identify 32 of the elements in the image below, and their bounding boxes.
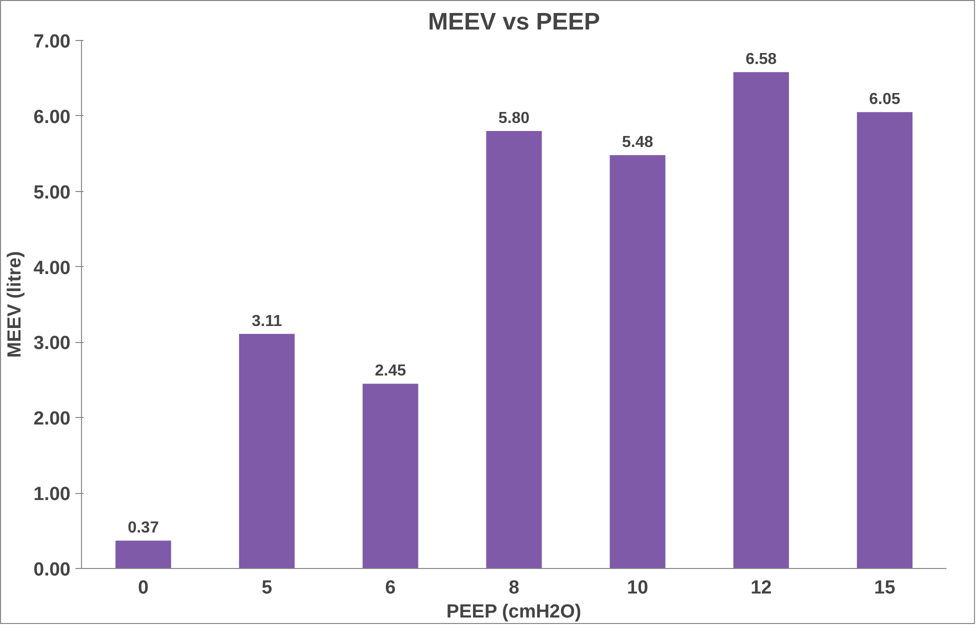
data-label: 5.48	[622, 134, 654, 152]
y-tick-label: 4.00	[34, 258, 71, 279]
x-tick-label: 5	[262, 578, 273, 598]
y-axis-title: MEEV (litre)	[4, 251, 26, 358]
bar	[733, 72, 789, 568]
bar	[239, 334, 295, 568]
data-label: 3.11	[252, 312, 282, 330]
y-tick-label: 3.00	[34, 333, 71, 354]
x-tick-label: 12	[750, 578, 772, 598]
x-tick-label: 6	[385, 578, 396, 598]
data-label: 5.80	[498, 110, 530, 128]
bar	[486, 131, 542, 568]
x-tick-label: 8	[508, 578, 520, 598]
data-label: 6.05	[869, 91, 900, 108]
chart-title: MEEV vs PEEP	[428, 8, 600, 36]
bar	[115, 540, 172, 568]
y-tick-label: 7.00	[34, 32, 71, 52]
y-tick-label: 5.00	[34, 182, 71, 204]
bar	[362, 384, 418, 568]
x-axis-title: PEEP (cmH2O)	[446, 602, 582, 622]
bar	[610, 155, 666, 568]
data-label: 0.37	[128, 520, 159, 537]
x-tick-label: 0	[138, 578, 149, 598]
x-tick-label: 15	[874, 578, 896, 598]
data-label: 2.45	[374, 362, 406, 380]
x-tick-label: 10	[627, 578, 648, 598]
y-tick-label: 1.00	[34, 484, 71, 506]
y-tick-label: 6.00	[34, 106, 71, 128]
y-tick-label: 0.00	[34, 560, 71, 580]
y-tick-label: 2.00	[34, 408, 71, 430]
data-label: 6.58	[746, 51, 777, 68]
bar	[856, 112, 913, 568]
